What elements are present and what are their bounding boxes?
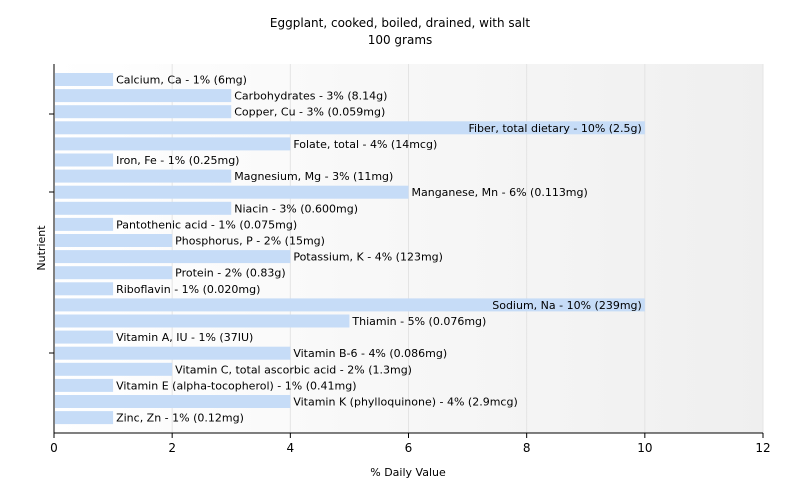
bar-label: Manganese, Mn - 6% (0.113mg) <box>412 186 588 199</box>
bar-label: Folate, total - 4% (14mcg) <box>293 138 437 151</box>
bar <box>55 185 409 199</box>
bar-label: Pantothenic acid - 1% (0.075mg) <box>116 218 297 231</box>
bar <box>55 234 173 247</box>
bar-label: Sodium, Na - 10% (239mg) <box>492 299 642 312</box>
y-axis-label: Nutrient <box>35 225 48 271</box>
x-tick-label: 12 <box>755 441 770 455</box>
bar-label: Vitamin E (alpha-tocopherol) - 1% (0.41m… <box>116 379 356 392</box>
x-tick-label: 4 <box>287 441 295 455</box>
x-tick-label: 10 <box>637 441 652 455</box>
bar-label: Calcium, Ca - 1% (6mg) <box>116 74 247 87</box>
bar <box>55 346 291 360</box>
bar-label: Iron, Fe - 1% (0.25mg) <box>116 154 239 167</box>
bar-label: Copper, Cu - 3% (0.059mg) <box>234 106 385 119</box>
bar-label: Phosphorus, P - 2% (15mg) <box>175 235 325 248</box>
bar-label: Niacin - 3% (0.600mg) <box>234 202 358 215</box>
bar-label: Vitamin B-6 - 4% (0.086mg) <box>293 347 447 360</box>
bar <box>55 314 350 328</box>
x-axis-label: % Daily Value <box>370 466 446 479</box>
bar <box>55 153 114 167</box>
bar-label: Vitamin K (phylloquinone) - 4% (2.9mcg) <box>293 396 517 409</box>
x-tick-label: 0 <box>50 441 58 455</box>
x-tick-labels: 0 2 4 6 8 10 12 <box>50 441 770 455</box>
bar-label: Vitamin C, total ascorbic acid - 2% (1.3… <box>175 363 412 376</box>
bar-label: Thiamin - 5% (0.076mg) <box>351 315 486 328</box>
bar-label: Protein - 2% (0.83g) <box>175 267 286 280</box>
bars <box>55 73 645 425</box>
axes <box>49 64 764 438</box>
bar <box>55 298 645 312</box>
bar-label: Zinc, Zn - 1% (0.12mg) <box>116 412 244 425</box>
bar <box>55 73 114 86</box>
x-tick-label: 8 <box>523 441 531 455</box>
bar-label: Fiber, total dietary - 10% (2.5g) <box>468 122 641 135</box>
chart-subtitle: 100 grams <box>368 33 433 47</box>
bar <box>55 266 173 280</box>
x-tick-label: 2 <box>168 441 176 455</box>
bar <box>55 201 232 215</box>
bar <box>55 362 173 376</box>
bar <box>55 330 114 344</box>
bar-label: Magnesium, Mg - 3% (11mg) <box>234 170 393 183</box>
bar-label: Carbohydrates - 3% (8.14g) <box>234 90 387 103</box>
bar <box>55 217 114 231</box>
bar <box>55 89 232 103</box>
bar <box>55 411 114 425</box>
x-tick-label: 6 <box>405 441 413 455</box>
bar <box>55 378 114 392</box>
bar <box>55 137 291 151</box>
bar <box>55 282 114 296</box>
bar-label: Vitamin A, IU - 1% (37IU) <box>116 331 253 344</box>
bar <box>55 395 291 408</box>
bar-label: Potassium, K - 4% (123mg) <box>293 251 443 264</box>
bar-label: Riboflavin - 1% (0.020mg) <box>116 283 260 296</box>
chart-title: Eggplant, cooked, boiled, drained, with … <box>270 16 530 30</box>
bar <box>55 121 645 135</box>
bar-labels: Calcium, Ca - 1% (6mg) Carbohydrates - 3%… <box>116 74 642 425</box>
bar <box>55 169 232 183</box>
bar <box>55 105 232 119</box>
bar <box>55 250 291 264</box>
